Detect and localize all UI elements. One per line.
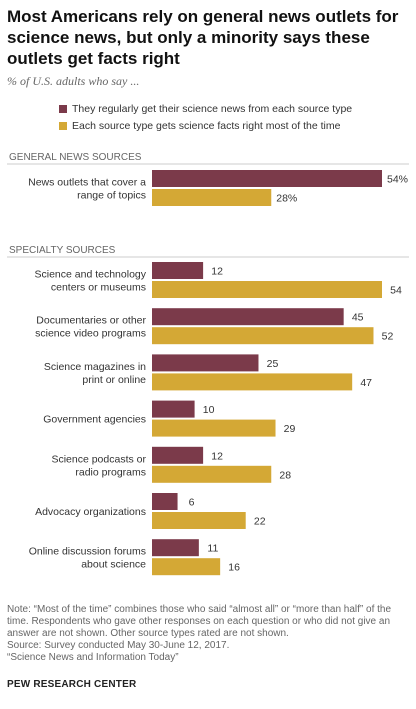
legend-label-regularly-get: They regularly get their science news fr…	[72, 103, 353, 115]
category-label: Science magazines in	[44, 361, 146, 373]
legend-label-facts-right: Each source type gets science facts righ…	[72, 120, 341, 132]
legend-item-regularly-get: They regularly get their science news fr…	[59, 103, 352, 115]
source-text: Source: Survey conducted May 30-June 12,…	[7, 640, 230, 651]
bar-chart: GENERAL NEWS SOURCES News outlets that co…	[7, 152, 409, 576]
value-label-facts-right: 29	[284, 423, 296, 435]
bar-facts-right	[152, 373, 353, 391]
value-label-regularly-get: 6	[189, 497, 195, 509]
value-label-regularly-get: 54%	[387, 174, 408, 186]
category-label: Science and technology	[35, 269, 147, 281]
chart-notes: Note: “Most of the time” combines those …	[7, 604, 411, 664]
bar-regularly-get	[152, 354, 259, 372]
category-label: Advocacy organizations	[35, 506, 146, 518]
value-label-facts-right: 28%	[276, 193, 297, 205]
bar-regularly-get	[152, 446, 204, 464]
bar-regularly-get	[152, 539, 199, 557]
note-text: Note: “Most of the time” combines those …	[7, 604, 392, 639]
value-label-facts-right: 28	[279, 469, 291, 481]
value-label-regularly-get: 12	[211, 266, 223, 278]
legend-swatch-gold	[59, 122, 67, 130]
category-label: print or online	[82, 374, 146, 386]
value-label-facts-right: 54	[390, 285, 402, 297]
bar-facts-right	[152, 512, 246, 529]
legend-item-facts-right: Each source type gets science facts righ…	[59, 120, 340, 132]
value-label-regularly-get: 25	[267, 358, 279, 370]
category-label: Science podcasts or	[51, 453, 146, 465]
category-label: about science	[81, 559, 146, 571]
bar-regularly-get	[152, 308, 344, 326]
category-label: radio programs	[75, 466, 146, 478]
pew-research-center-logo: PEW RESEARCH CENTER	[7, 679, 137, 690]
value-label-regularly-get: 12	[211, 450, 223, 462]
category-label: News outlets that cover a	[28, 177, 146, 189]
bar-facts-right	[152, 281, 382, 298]
bar-regularly-get	[152, 493, 178, 510]
group-header: GENERAL NEWS SOURCES	[9, 152, 142, 163]
group-header: SPECIALTY SOURCES	[9, 245, 116, 256]
bar-facts-right	[152, 419, 276, 437]
bar-regularly-get	[152, 170, 382, 187]
category-label: range of topics	[77, 190, 146, 202]
chart-subtitle: % of U.S. adults who say ...	[7, 74, 140, 88]
category-label: Documentaries or other	[36, 315, 146, 327]
category-label: Government agencies	[43, 414, 146, 426]
category-label: centers or museums	[51, 282, 146, 294]
bar-regularly-get	[152, 262, 204, 279]
bar-facts-right	[152, 558, 221, 576]
bar-facts-right	[152, 189, 272, 206]
chart-title: Most Americans rely on general news outl…	[7, 7, 399, 68]
report-title-text: “Science News and Information Today”	[7, 652, 179, 663]
value-label-facts-right: 16	[228, 562, 240, 574]
value-label-facts-right: 52	[382, 331, 394, 343]
bar-facts-right	[152, 465, 272, 483]
value-label-facts-right: 22	[254, 516, 266, 528]
bar-regularly-get	[152, 400, 195, 418]
value-label-regularly-get: 11	[207, 543, 218, 555]
value-label-facts-right: 47	[360, 377, 372, 389]
value-label-regularly-get: 10	[203, 404, 215, 416]
category-label: science video programs	[35, 328, 146, 340]
legend-swatch-maroon	[59, 105, 67, 113]
value-label-regularly-get: 45	[352, 312, 364, 324]
category-label: Online discussion forums	[29, 546, 146, 558]
bar-facts-right	[152, 327, 374, 345]
